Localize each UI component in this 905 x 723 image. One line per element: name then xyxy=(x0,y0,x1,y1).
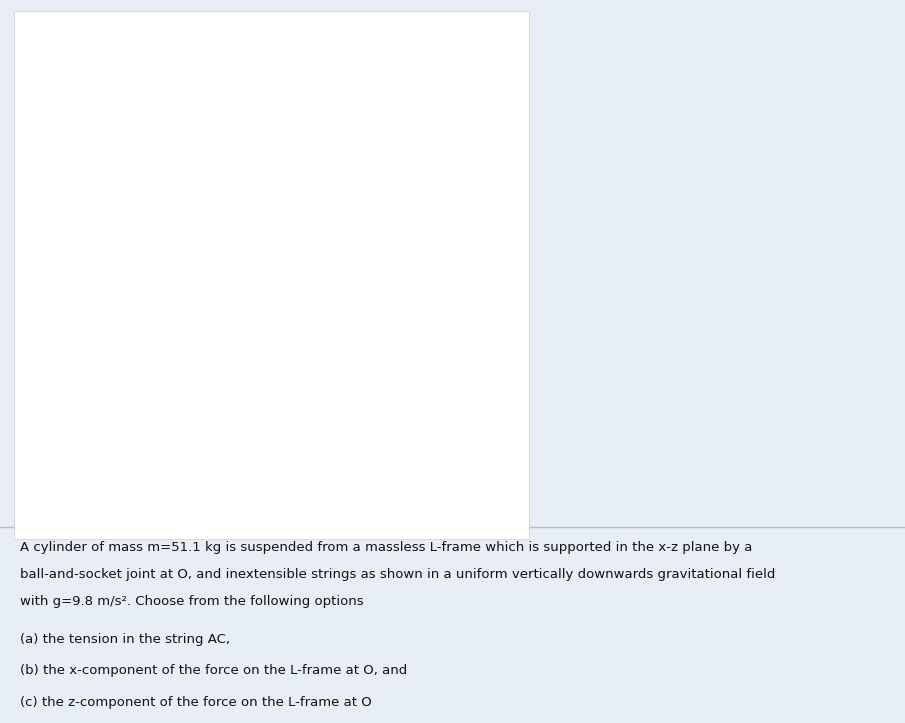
Bar xyxy=(337,299,350,313)
Text: x: x xyxy=(428,329,436,343)
Text: with g=9.8 m/s². Choose from the following options: with g=9.8 m/s². Choose from the followi… xyxy=(20,596,364,609)
Text: 0.75 m: 0.75 m xyxy=(168,442,210,455)
Text: E: E xyxy=(311,295,320,309)
Text: 1 m: 1 m xyxy=(390,257,413,270)
Text: (a) the tension in the string AC,: (a) the tension in the string AC, xyxy=(20,633,230,646)
Text: A: A xyxy=(95,350,105,364)
Text: ball-and-socket joint at O, and inextensible strings as shown in a uniform verti: ball-and-socket joint at O, and inextens… xyxy=(20,568,776,581)
Text: 1.5 m: 1.5 m xyxy=(301,85,335,98)
Polygon shape xyxy=(168,391,214,450)
Text: 1 m: 1 m xyxy=(390,174,413,187)
Bar xyxy=(151,186,164,199)
Text: O: O xyxy=(301,259,312,273)
Text: B: B xyxy=(235,419,245,432)
Text: 2 m: 2 m xyxy=(275,374,298,387)
Text: A cylinder of mass m=51.1 kg is suspended from a massless L-frame which is suppo: A cylinder of mass m=51.1 kg is suspende… xyxy=(20,541,752,554)
Text: D: D xyxy=(349,129,360,142)
Text: m: m xyxy=(221,454,234,469)
Text: 0.75 m: 0.75 m xyxy=(49,380,90,393)
Text: y: y xyxy=(299,64,307,78)
Text: (c) the z-component of the force on the L-frame at O: (c) the z-component of the force on the … xyxy=(20,696,372,709)
Bar xyxy=(337,131,350,145)
Ellipse shape xyxy=(168,383,214,398)
Polygon shape xyxy=(157,137,360,307)
Text: 1 m: 1 m xyxy=(218,77,241,90)
Text: z: z xyxy=(49,375,56,390)
Text: (b) the x-component of the force on the L-frame at O, and: (b) the x-component of the force on the … xyxy=(20,664,407,677)
Text: C: C xyxy=(129,183,138,197)
Ellipse shape xyxy=(168,444,214,456)
